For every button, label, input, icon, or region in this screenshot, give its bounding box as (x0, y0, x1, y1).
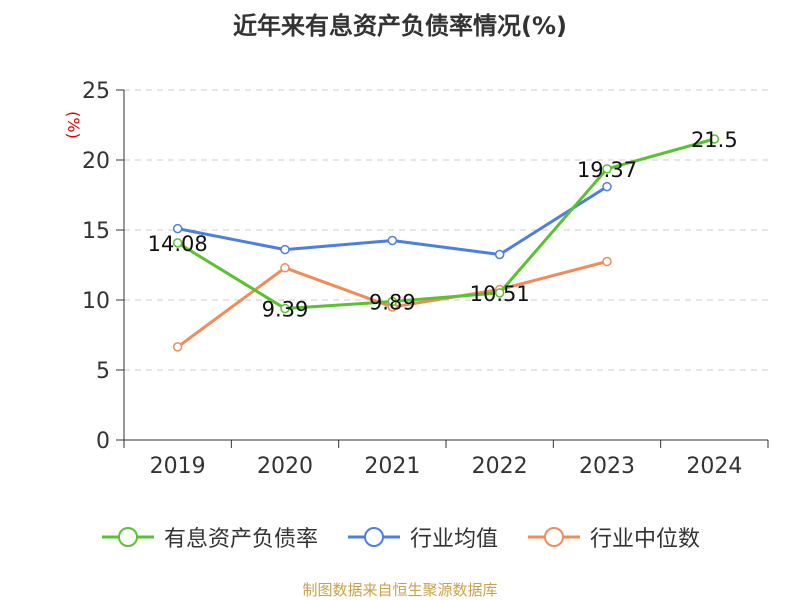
legend-marker-icon (347, 527, 400, 547)
x-tick-label: 2022 (472, 454, 528, 479)
axis-layer: 0 5 10 15 20 25 2019 2020 2021 2022 2023 2024 (%) (64, 79, 769, 479)
data-point (387, 235, 398, 246)
legend-label: 行业均值 (409, 527, 498, 552)
chart-title: 近年来有息资产负债率情况(%) (233, 12, 567, 40)
data-point (709, 134, 720, 144)
y-tick-label: 20 (82, 149, 110, 174)
x-tick-label: 2019 (150, 454, 206, 479)
legend-label: 行业中位数 (590, 527, 701, 552)
data-point (494, 249, 505, 260)
label-layer: 14.08 9.39 9.89 10.51 19.37 21.5 (148, 128, 738, 322)
y-tick-label: 15 (82, 219, 110, 244)
series-line (176, 137, 715, 311)
data-point (280, 244, 290, 255)
data-label: 9.89 (369, 291, 416, 315)
legend-item[interactable]: 有息资产负债率 (100, 521, 318, 553)
data-point (494, 288, 505, 298)
y-tick-label: 10 (82, 289, 110, 314)
data-point (602, 256, 612, 267)
source-note: 制图数据来自恒生聚源数据库 (302, 581, 498, 599)
x-tick-label: 2021 (364, 454, 420, 479)
data-point (602, 164, 612, 174)
data-label: 19.37 (577, 158, 637, 182)
data-label: 14.08 (148, 232, 208, 256)
data-point (387, 296, 398, 307)
y-tick-label: 5 (96, 359, 110, 384)
data-point (172, 223, 183, 234)
data-point (280, 303, 290, 314)
y-axis-label: (%) (64, 111, 83, 139)
data-point (280, 263, 290, 273)
grid-layer (124, 89, 768, 371)
legend-marker-icon (528, 527, 580, 547)
y-tick-label: 0 (96, 429, 110, 454)
data-label: 10.51 (470, 282, 530, 306)
data-point (172, 342, 183, 352)
legend-label: 有息资产负债率 (163, 527, 318, 552)
x-tick-label: 2024 (686, 454, 742, 479)
data-label: 9.39 (262, 298, 309, 322)
legend-item[interactable]: 行业均值 (346, 521, 498, 553)
legend: 有息资产负债率 行业均值 行业中位数 (0, 520, 800, 554)
series-layer (172, 134, 720, 352)
data-label: 21.5 (691, 128, 738, 152)
x-tick-label: 2023 (579, 454, 635, 479)
legend-marker-icon (101, 527, 154, 547)
legend-item[interactable]: 行业中位数 (526, 521, 700, 553)
y-tick-label: 25 (82, 79, 110, 104)
x-tick-label: 2020 (257, 454, 313, 479)
data-point (602, 181, 612, 192)
data-point (172, 238, 183, 248)
